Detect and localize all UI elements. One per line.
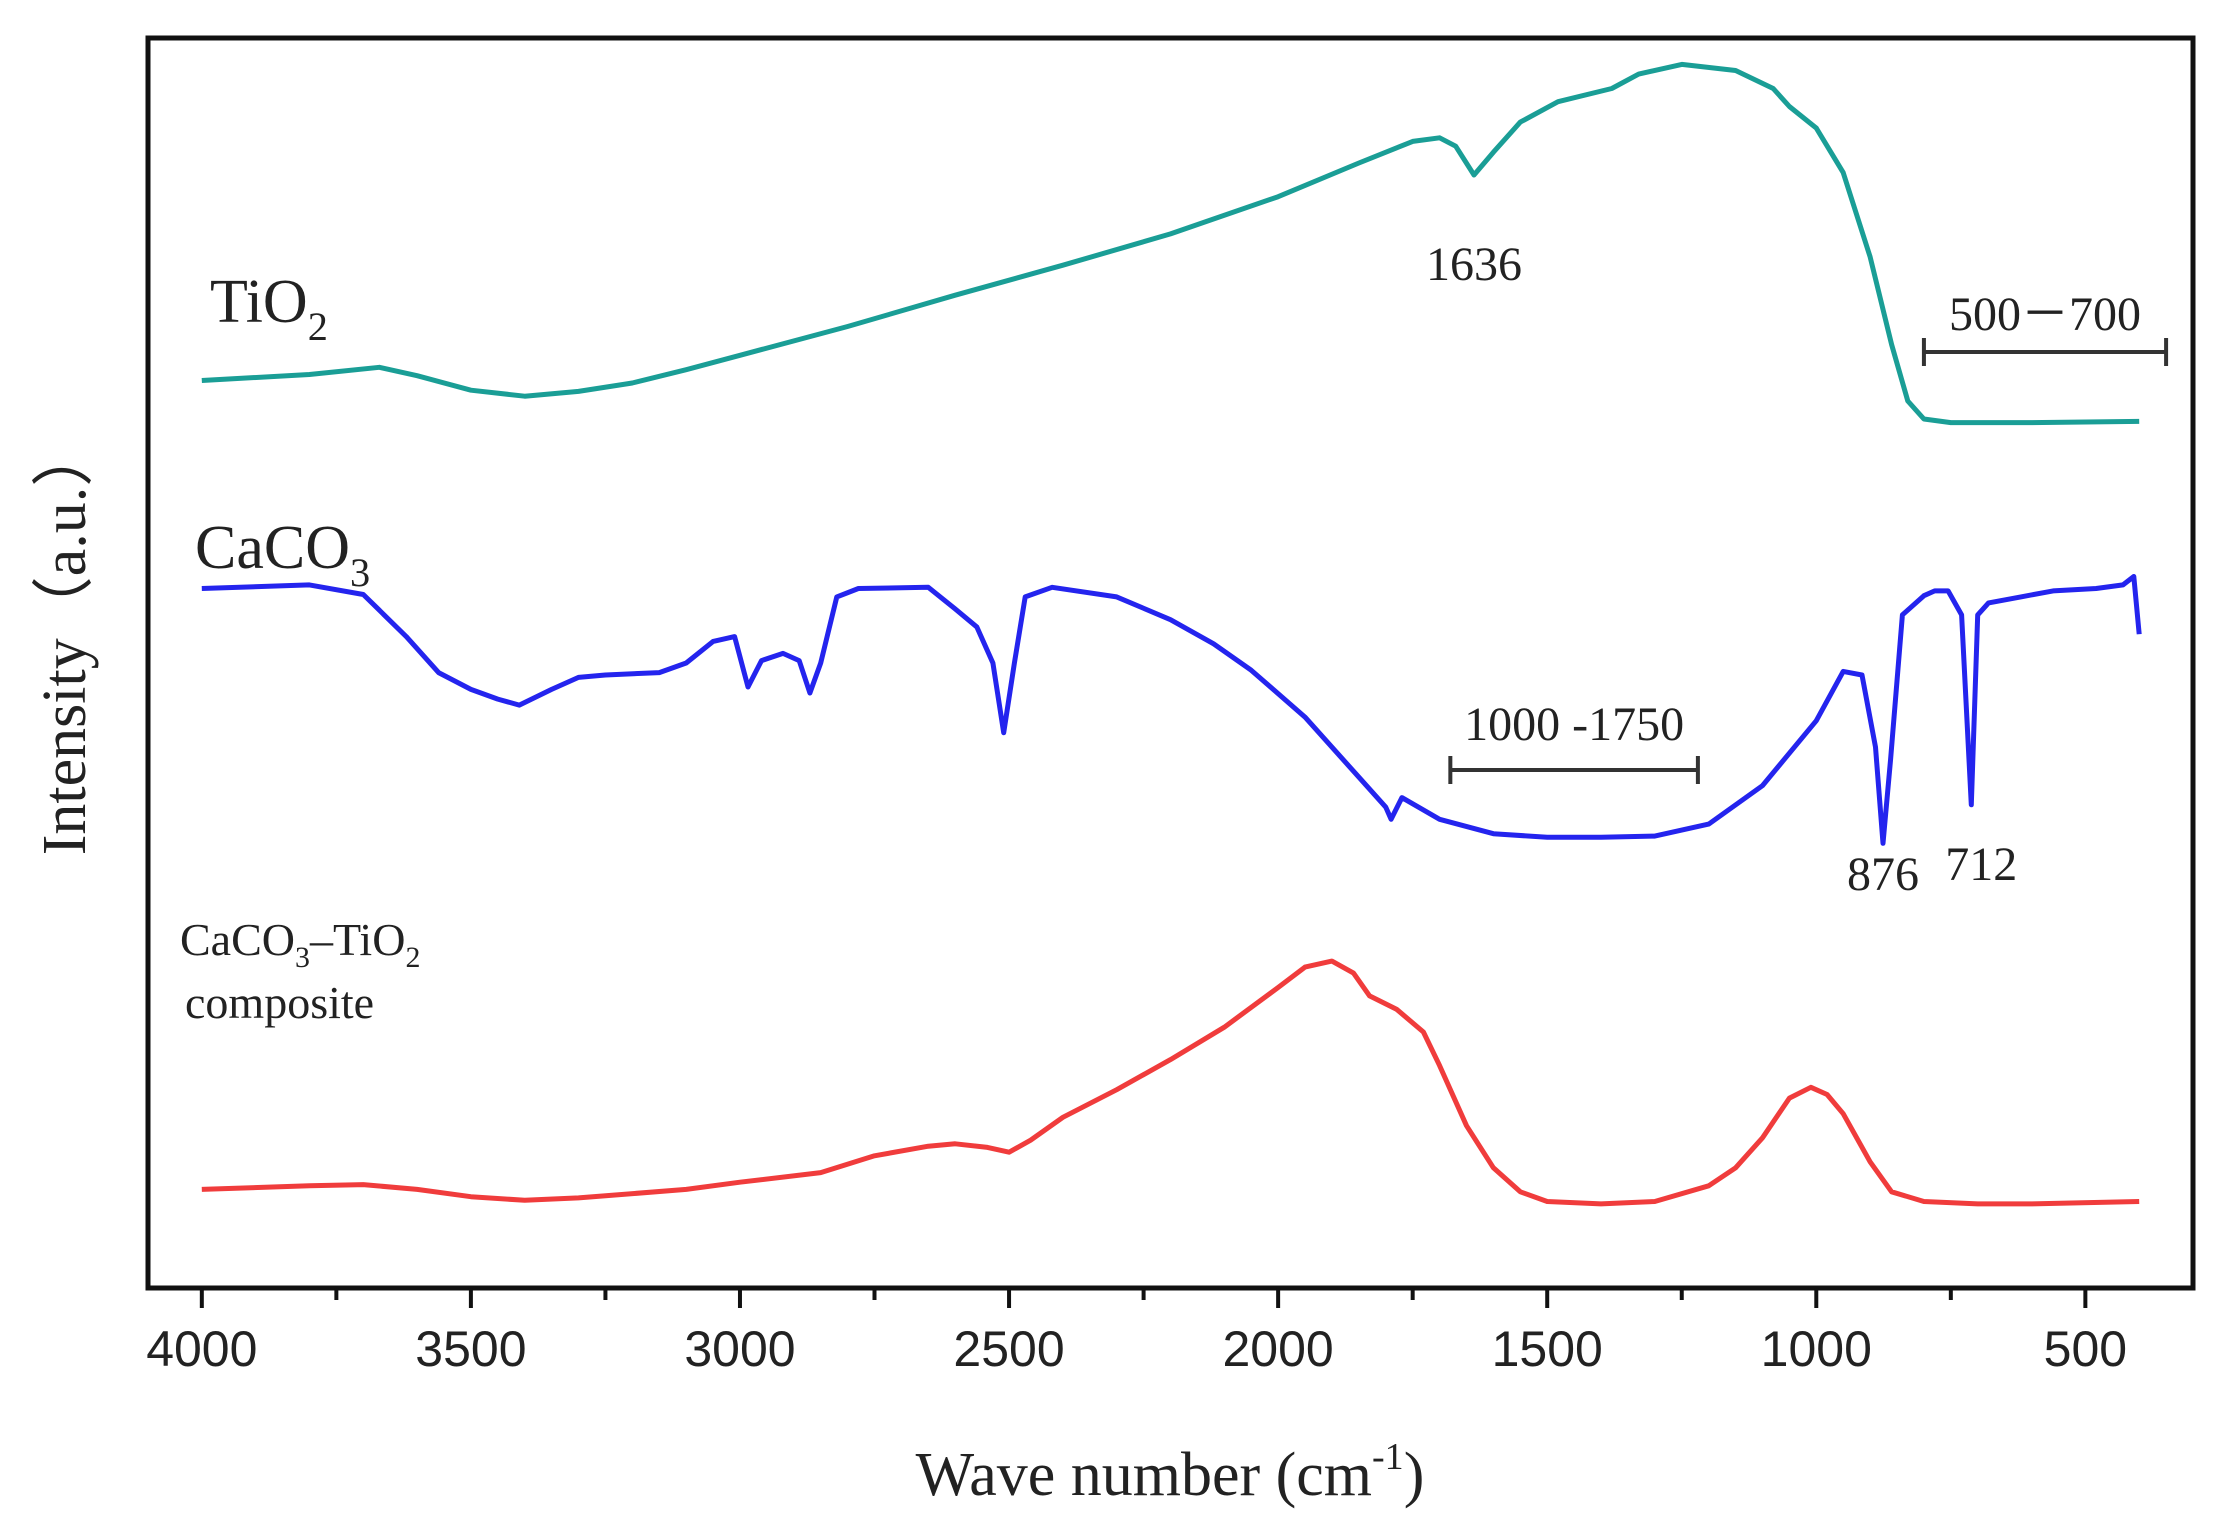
series-line-0 (201, 61, 2140, 426)
range-label-500-700: 500－700 (1949, 288, 2141, 341)
series-label-composite-line2: composite (185, 977, 374, 1028)
series-line-2 (201, 958, 2140, 1207)
x-axis-ticks: 4000 3500 3000 2500 2000 1500 1000 500 (146, 1288, 2127, 1377)
series-line-1 (201, 574, 2142, 846)
x-tick-label: 3000 (684, 1321, 795, 1377)
series-label-tio2: TiO2 (210, 268, 328, 349)
annotation-876: 876 (1847, 848, 1919, 901)
range-label-1000-1750: 1000 -1750 (1464, 698, 1684, 751)
y-axis-title: Intensity（a.u.） (31, 425, 99, 856)
x-tick-label: 2500 (953, 1321, 1064, 1377)
plot-frame (145, 35, 2196, 1291)
range-annotation-1000-1750: 1000 -1750 (1448, 698, 1700, 784)
series-label-caco3: CaCO3 (195, 514, 370, 595)
range-annotation-500-700: 500－700 (1921, 288, 2169, 366)
x-tick-label: 1000 (1761, 1321, 1872, 1377)
annotation-712: 712 (1945, 838, 2017, 891)
x-tick-label: 2000 (1223, 1321, 1334, 1377)
annotation-1636: 1636 (1426, 238, 1522, 291)
x-axis-title: Wave number (cm-1) (916, 1436, 1425, 1509)
x-tick-label: 3500 (415, 1321, 526, 1377)
series-label-composite: CaCO3–TiO2 (180, 914, 420, 974)
x-tick-label: 1500 (1492, 1321, 1603, 1377)
series-layer (201, 61, 2142, 1207)
x-tick-label: 500 (2044, 1321, 2127, 1377)
x-tick-label: 4000 (146, 1321, 257, 1377)
